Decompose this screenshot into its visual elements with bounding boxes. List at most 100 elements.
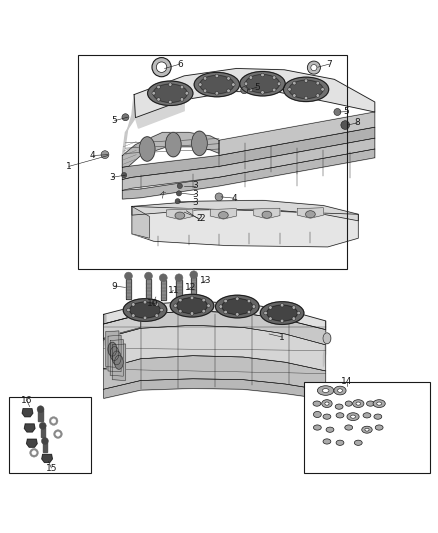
Text: 5: 5 xyxy=(254,83,260,92)
Ellipse shape xyxy=(246,75,279,93)
Text: 3: 3 xyxy=(192,198,198,207)
Circle shape xyxy=(157,98,160,101)
Circle shape xyxy=(131,303,135,306)
Circle shape xyxy=(215,74,219,78)
Ellipse shape xyxy=(323,439,331,444)
Polygon shape xyxy=(219,112,375,156)
Polygon shape xyxy=(108,335,121,372)
Ellipse shape xyxy=(110,346,119,360)
Ellipse shape xyxy=(313,401,321,406)
Text: 5: 5 xyxy=(112,116,117,125)
Circle shape xyxy=(247,299,251,303)
Circle shape xyxy=(122,114,129,120)
Circle shape xyxy=(236,297,239,301)
Polygon shape xyxy=(132,200,358,221)
Polygon shape xyxy=(210,208,237,219)
Polygon shape xyxy=(110,340,123,376)
Ellipse shape xyxy=(318,386,334,395)
Polygon shape xyxy=(126,279,131,299)
Polygon shape xyxy=(122,133,219,167)
Circle shape xyxy=(152,58,171,77)
Polygon shape xyxy=(104,356,325,391)
Circle shape xyxy=(293,82,296,85)
Ellipse shape xyxy=(335,404,343,409)
Ellipse shape xyxy=(215,295,259,318)
Circle shape xyxy=(202,298,205,302)
Circle shape xyxy=(179,298,182,302)
Ellipse shape xyxy=(356,402,360,405)
Ellipse shape xyxy=(222,298,253,314)
Ellipse shape xyxy=(338,389,343,392)
Ellipse shape xyxy=(375,425,383,430)
Ellipse shape xyxy=(123,298,167,321)
Ellipse shape xyxy=(322,400,332,408)
Polygon shape xyxy=(191,277,196,296)
Circle shape xyxy=(174,304,177,308)
Circle shape xyxy=(288,87,291,91)
Ellipse shape xyxy=(115,356,123,369)
Ellipse shape xyxy=(362,426,372,433)
Circle shape xyxy=(202,310,205,313)
Circle shape xyxy=(247,310,251,314)
Circle shape xyxy=(264,311,267,315)
Ellipse shape xyxy=(260,302,304,325)
Text: 3: 3 xyxy=(192,181,198,190)
Polygon shape xyxy=(104,314,141,341)
Circle shape xyxy=(190,312,194,315)
Ellipse shape xyxy=(363,413,371,418)
Circle shape xyxy=(37,406,44,413)
Circle shape xyxy=(190,271,198,279)
Ellipse shape xyxy=(336,440,344,446)
Circle shape xyxy=(280,303,284,307)
Ellipse shape xyxy=(148,81,193,106)
Polygon shape xyxy=(323,321,325,367)
Circle shape xyxy=(169,83,172,86)
Circle shape xyxy=(321,87,324,91)
Text: 12: 12 xyxy=(185,283,196,292)
Circle shape xyxy=(159,274,167,282)
Polygon shape xyxy=(122,94,135,167)
Text: 3: 3 xyxy=(110,173,115,182)
Polygon shape xyxy=(167,209,193,220)
Circle shape xyxy=(124,272,132,280)
Ellipse shape xyxy=(139,137,155,161)
Polygon shape xyxy=(25,424,35,432)
Ellipse shape xyxy=(367,401,374,406)
Circle shape xyxy=(152,92,155,95)
Circle shape xyxy=(143,301,147,304)
Circle shape xyxy=(293,94,296,97)
Bar xyxy=(304,382,430,473)
Circle shape xyxy=(49,417,58,425)
Ellipse shape xyxy=(262,211,272,218)
Text: 13: 13 xyxy=(200,276,212,285)
Circle shape xyxy=(272,88,276,92)
Circle shape xyxy=(42,438,48,445)
Circle shape xyxy=(292,306,296,309)
Ellipse shape xyxy=(323,414,331,419)
Circle shape xyxy=(185,92,188,95)
Circle shape xyxy=(157,85,160,89)
Ellipse shape xyxy=(219,212,228,219)
Polygon shape xyxy=(122,127,375,180)
Ellipse shape xyxy=(326,427,334,432)
Circle shape xyxy=(131,314,135,317)
Bar xyxy=(9,397,91,473)
Circle shape xyxy=(227,77,230,80)
Polygon shape xyxy=(104,379,325,399)
Circle shape xyxy=(156,62,167,72)
Text: 7: 7 xyxy=(326,60,332,69)
Circle shape xyxy=(268,306,272,309)
Polygon shape xyxy=(297,208,323,218)
Circle shape xyxy=(297,311,300,315)
Ellipse shape xyxy=(283,77,328,102)
Bar xyxy=(39,410,43,421)
Ellipse shape xyxy=(345,425,353,430)
Text: 2: 2 xyxy=(199,214,205,223)
Ellipse shape xyxy=(240,71,285,96)
Circle shape xyxy=(203,77,207,80)
Polygon shape xyxy=(135,100,184,128)
Ellipse shape xyxy=(108,342,117,356)
Circle shape xyxy=(236,313,239,316)
Ellipse shape xyxy=(377,402,381,405)
Circle shape xyxy=(155,314,159,317)
